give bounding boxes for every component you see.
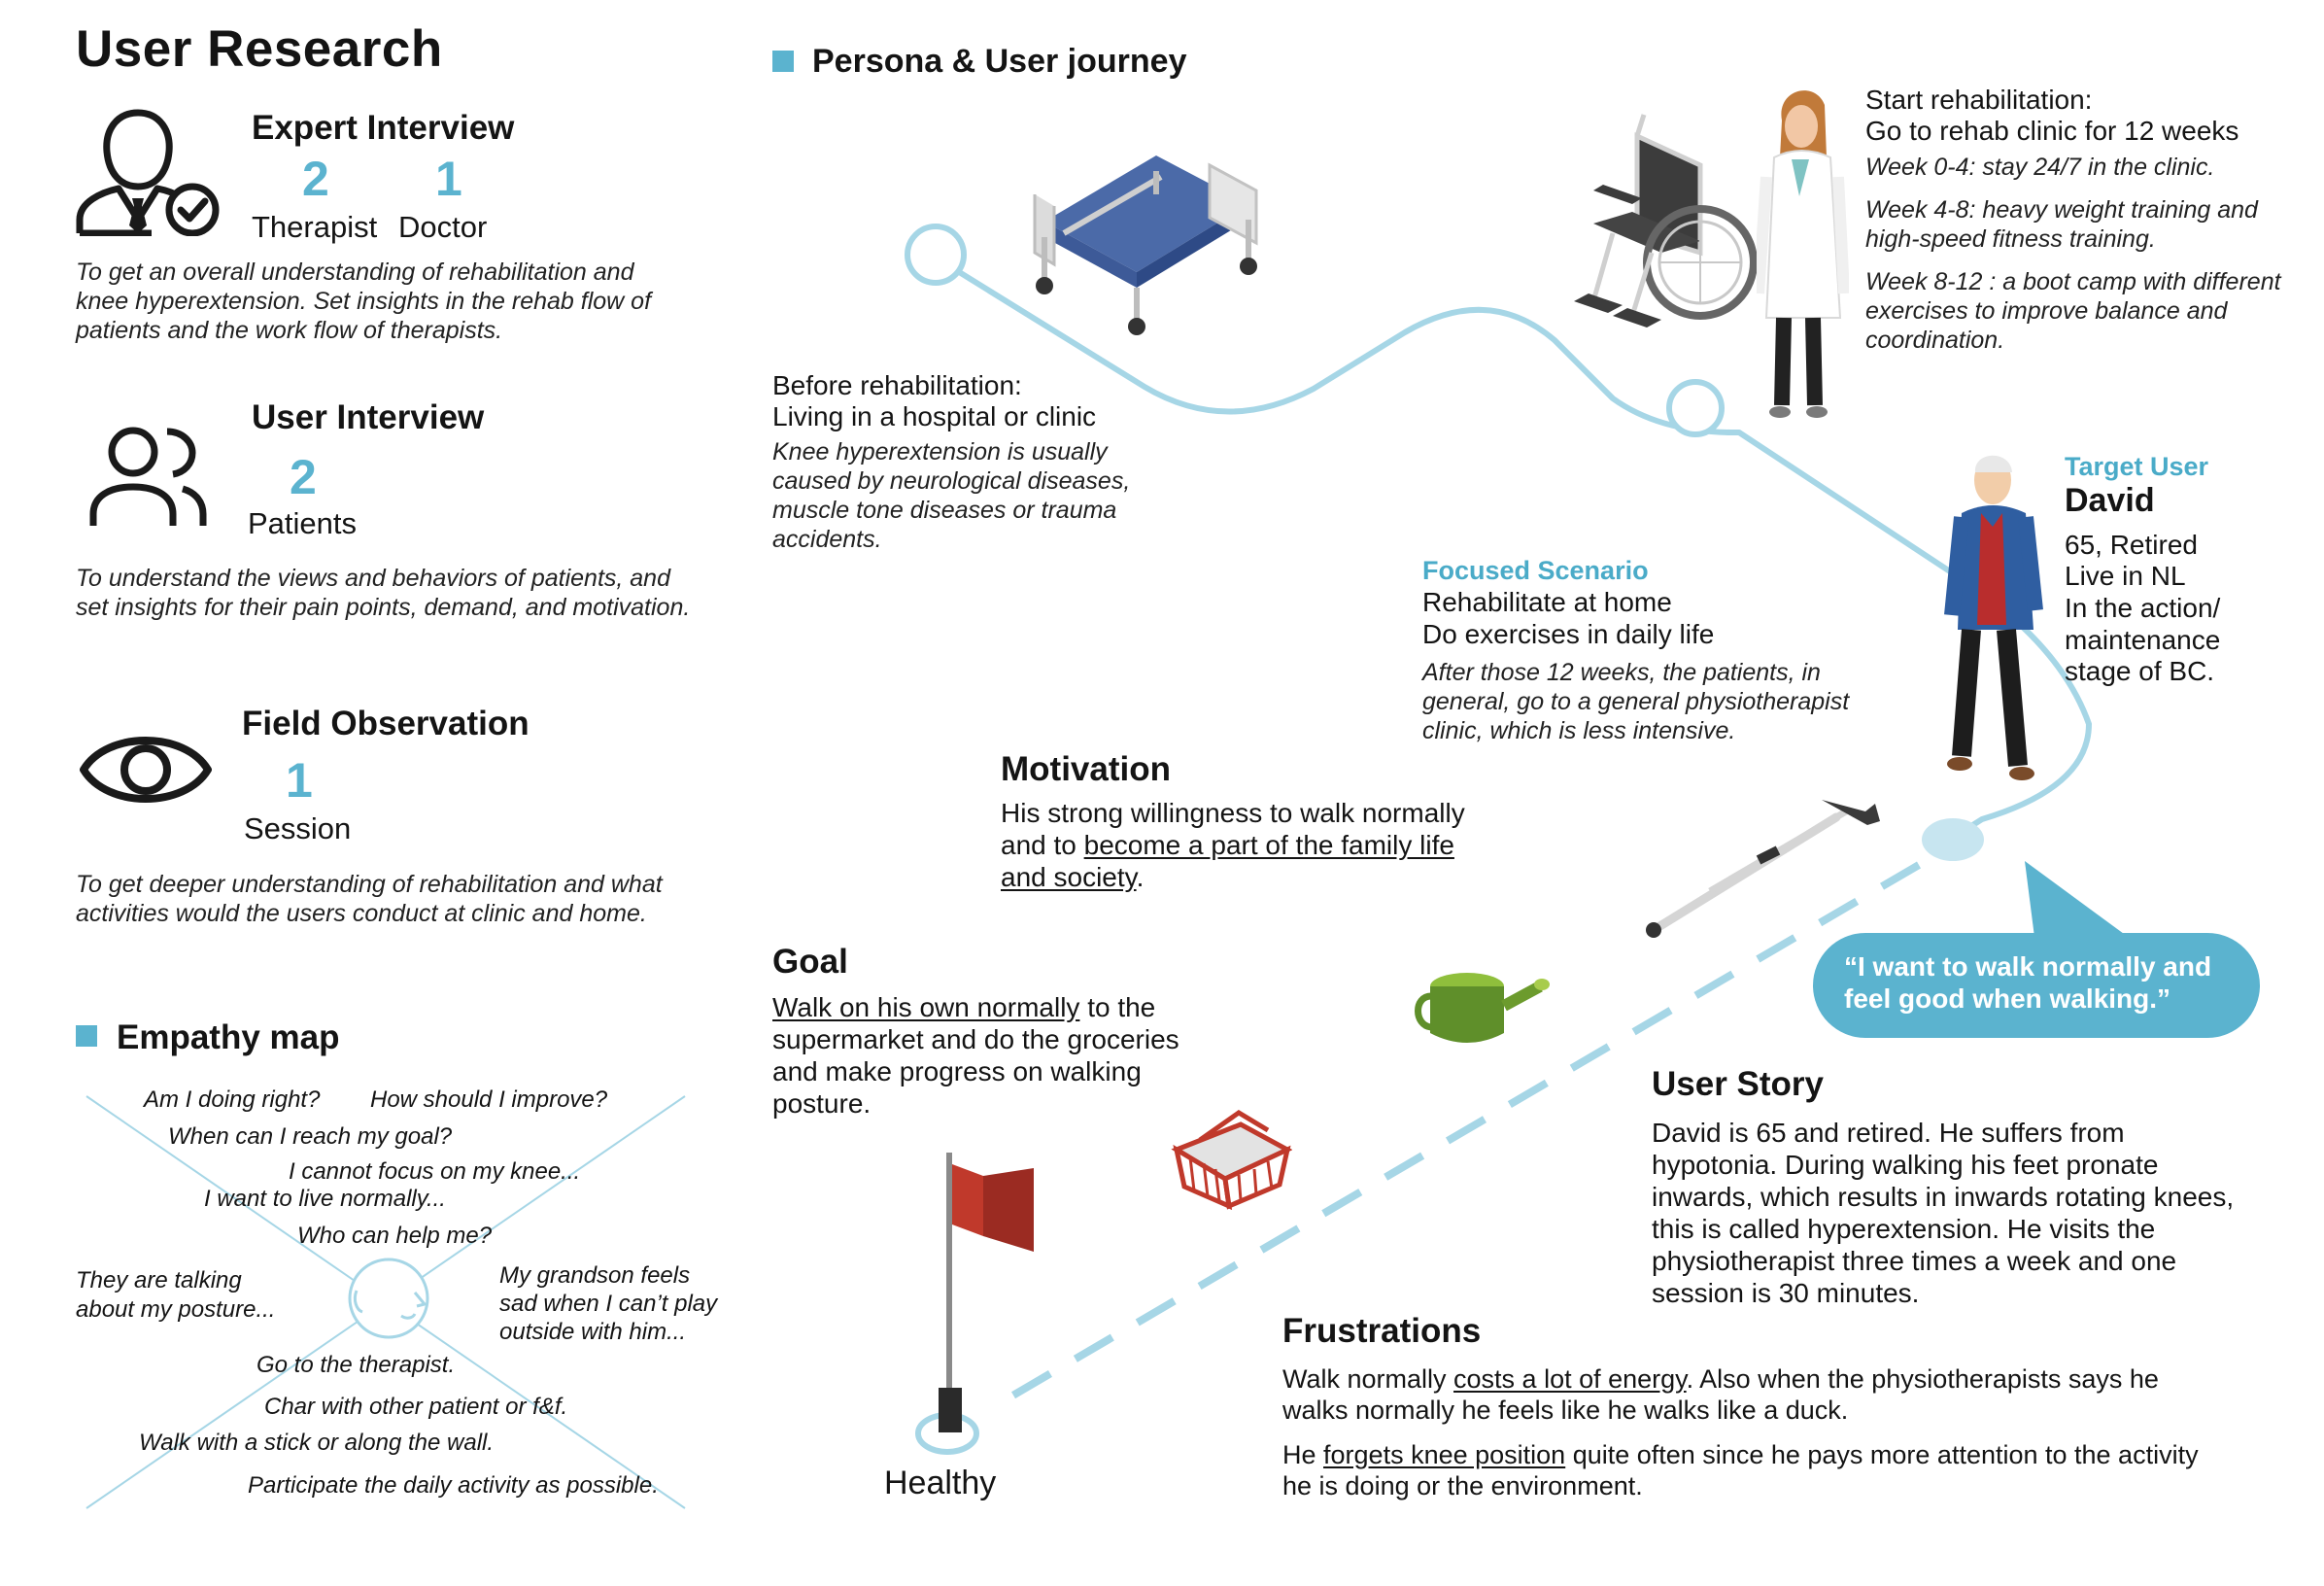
journey-heading: Persona & User journey bbox=[812, 43, 1187, 80]
target-user-name: David bbox=[2065, 482, 2155, 519]
thought-6: Who can help me? bbox=[297, 1223, 493, 1249]
action-1: Go to the therapist. bbox=[256, 1352, 456, 1378]
healthy-label: Healthy bbox=[884, 1465, 997, 1501]
flag-illustration bbox=[939, 1153, 1034, 1432]
crutch-illustration bbox=[1646, 800, 1880, 938]
thought-4: I cannot focus on my knee... bbox=[289, 1158, 581, 1185]
action-4: Participate the daily activity as possib… bbox=[248, 1472, 659, 1499]
scenario-title-1: Rehabilitate at home bbox=[1422, 587, 1672, 617]
motivation-underline: become a part of the family life and soc… bbox=[1001, 830, 1454, 892]
target-line-3: In the action/ bbox=[2065, 593, 2221, 623]
speech-bubble-tail bbox=[2025, 861, 2149, 952]
empathy-marker bbox=[76, 1025, 97, 1052]
wheelchair-illustration bbox=[1574, 114, 1758, 328]
doctor-label: Doctor bbox=[398, 210, 488, 244]
target-user-label: Target User bbox=[2065, 452, 2209, 481]
frustration-2: He forgets knee position quite often sin… bbox=[1282, 1440, 2199, 1500]
field-heading: Field Observation bbox=[242, 705, 530, 742]
head-icon bbox=[348, 1258, 429, 1339]
goal-heading: Goal bbox=[772, 943, 848, 981]
session-label: Session bbox=[244, 811, 352, 845]
david-illustration bbox=[1944, 455, 2043, 780]
goal-text: Walk on his own normally to the supermar… bbox=[772, 992, 1179, 1119]
page-title: User Research bbox=[76, 20, 443, 78]
scenario-description: After those 12 weeks, the patients, in g… bbox=[1422, 659, 1850, 744]
expert-description: To get an overall understanding of rehab… bbox=[76, 259, 652, 344]
journey-marker bbox=[772, 51, 794, 77]
scenario-title-2: Do exercises in daily life bbox=[1422, 619, 1715, 649]
before-title-1: Before rehabilitation: bbox=[772, 370, 1022, 400]
doctor-illustration bbox=[1757, 90, 1849, 418]
frustration-1: Walk normally costs a lot of energy. Als… bbox=[1282, 1364, 2159, 1425]
start-title-2: Go to rehab clinic for 12 weeks bbox=[1865, 116, 2239, 146]
start-week-2: Week 4-8: heavy weight training and high… bbox=[1865, 196, 2258, 253]
action-2: Char with other patient or f&f. bbox=[264, 1394, 568, 1420]
thought-1: Am I doing right? bbox=[144, 1086, 321, 1113]
doctor-count: 1 bbox=[435, 152, 462, 206]
thought-5: I want to live normally... bbox=[204, 1186, 446, 1212]
start-title-1: Start rehabilitation: bbox=[1865, 85, 2093, 115]
start-week-3: Week 8-12 : a boot camp with different e… bbox=[1865, 268, 2281, 354]
before-title-2: Living in a hospital or clinic bbox=[772, 401, 1097, 431]
basket-illustration bbox=[1171, 1110, 1292, 1210]
hospital-bed-illustration bbox=[1033, 155, 1258, 335]
goal-underline: Walk on his own normally bbox=[772, 992, 1080, 1022]
target-line-2: Live in NL bbox=[2065, 561, 2186, 591]
empathy-right: My grandson feels sad when I can’t play … bbox=[499, 1262, 718, 1345]
expert-icon bbox=[76, 109, 220, 236]
quote-bubble: “I want to walk normally and feel good w… bbox=[1813, 933, 2260, 1038]
user-interview-description: To understand the views and behaviors of… bbox=[76, 565, 691, 621]
frustrations-heading: Frustrations bbox=[1282, 1312, 1482, 1350]
eye-icon bbox=[80, 737, 212, 803]
target-line-5: stage of BC. bbox=[2065, 656, 2215, 686]
user-story-text: David is 65 and retired. He suffers from… bbox=[1652, 1118, 2235, 1308]
empathy-heading: Empathy map bbox=[117, 1018, 340, 1056]
thought-3: When can I reach my goal? bbox=[168, 1123, 453, 1150]
motivation-text: His strong willingness to walk normally … bbox=[1001, 798, 1465, 892]
therapist-count: 2 bbox=[302, 152, 329, 206]
users-icon bbox=[89, 427, 207, 526]
target-line-1: 65, Retired bbox=[2065, 530, 2198, 560]
frustration-2-underline: forgets knee position bbox=[1323, 1440, 1566, 1469]
action-3: Walk with a stick or along the wall. bbox=[139, 1430, 495, 1456]
scenario-label: Focused Scenario bbox=[1422, 556, 1649, 585]
before-description: Knee hyperextension is usually caused by… bbox=[772, 438, 1131, 553]
expert-heading: Expert Interview bbox=[252, 109, 515, 147]
start-week-1: Week 0-4: stay 24/7 in the clinic. bbox=[1865, 154, 2215, 181]
session-count: 1 bbox=[286, 753, 313, 808]
motivation-heading: Motivation bbox=[1001, 750, 1171, 788]
field-description: To get deeper understanding of rehabilit… bbox=[76, 871, 663, 927]
empathy-left: They are talking about my posture... bbox=[76, 1267, 276, 1323]
frustration-1-underline: costs a lot of energy bbox=[1453, 1364, 1687, 1394]
patients-label: Patients bbox=[248, 506, 358, 540]
therapist-label: Therapist bbox=[252, 210, 378, 244]
watering-can-illustration bbox=[1415, 973, 1550, 1043]
patients-count: 2 bbox=[290, 450, 317, 504]
user-interview-heading: User Interview bbox=[252, 398, 485, 436]
user-story-heading: User Story bbox=[1652, 1065, 1825, 1103]
target-line-4: maintenance bbox=[2065, 625, 2221, 655]
thought-2: How should I improve? bbox=[370, 1086, 608, 1113]
